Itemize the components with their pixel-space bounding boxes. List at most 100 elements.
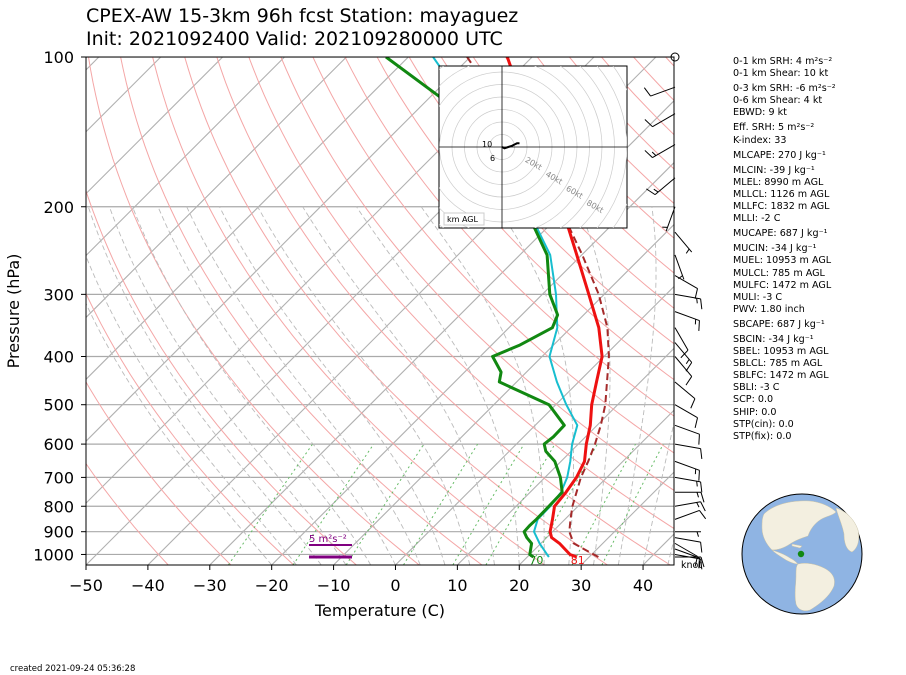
chart-title: CPEX-AW 15-3km 96h fcst Station: mayague…: [86, 5, 519, 27]
barb-shaft: [674, 424, 700, 435]
moist-adiabat: [108, 206, 347, 565]
barb-shaft: [674, 342, 693, 363]
calm-wind-circle: [670, 52, 680, 62]
isotherm-line: [271, 161, 674, 565]
dry-adiabat: [120, 57, 483, 565]
barb-shaft: [674, 509, 700, 520]
param-line: SBCAPE: 687 J kg⁻¹: [733, 318, 825, 330]
barb-flag-full: [644, 150, 653, 158]
mixing-ratio-line: [601, 443, 664, 565]
param-line: STP(cin): 0.0: [733, 418, 794, 430]
hodograph-trace: [501, 142, 520, 150]
x-tick-label: −30: [193, 576, 227, 595]
barb-shaft: [652, 113, 676, 128]
moist-adiabat: [86, 302, 273, 565]
moist-adiabat: [617, 206, 657, 565]
skewt-grid: [86, 57, 674, 565]
param-line: SHIP: 0.0: [733, 406, 777, 418]
wind-barb: [674, 548, 700, 569]
param-line: MUEL: 10953 m AGL: [733, 255, 832, 267]
param-line: MULI: -3 C: [733, 291, 783, 303]
barb-shaft: [674, 254, 685, 280]
barb-flag-half: [653, 188, 659, 193]
barb-shaft: [674, 293, 701, 300]
barb-flag-full: [694, 556, 699, 567]
dry-adiabat: [86, 189, 357, 565]
isotherm-line: [86, 57, 162, 133]
dry-adiabat: [86, 381, 232, 565]
moist-adiabat: [302, 206, 495, 565]
barb-shaft: [674, 404, 698, 419]
srh-bar-label: 5 m²s⁻²: [309, 534, 347, 545]
x-tick-label: −40: [131, 576, 165, 595]
barb-flag-half: [696, 298, 698, 304]
barb-shaft: [674, 311, 700, 322]
barb-flag-full: [700, 481, 703, 493]
station-marker: [797, 550, 805, 558]
isotherm-line: [395, 285, 674, 565]
barb-shaft: [674, 476, 701, 483]
param-line: MLCIN: -39 J kg⁻¹: [733, 164, 815, 176]
param-line: EBWD: 9 kt: [733, 107, 787, 119]
moist-adiabat: [86, 255, 297, 565]
barb-flag-full: [700, 501, 706, 512]
x-tick-label: −20: [255, 576, 289, 595]
dry-adiabat: [376, 57, 674, 381]
wind-barbs: [643, 52, 707, 570]
wind-barb: [675, 531, 701, 537]
param-line: 0-1 km SRH: 4 m²s⁻²: [733, 56, 833, 67]
temperature-profile: [505, 57, 604, 559]
wind-barb: [674, 537, 703, 553]
y-tick-label: 700: [43, 468, 74, 487]
x-tick-label: 30: [571, 576, 591, 595]
barb-shaft: [674, 356, 693, 377]
wind-barb: [674, 342, 693, 372]
surface-dewpoint-label: 70: [529, 554, 543, 567]
barb-shaft: [650, 86, 676, 97]
wind-barb: [674, 443, 703, 460]
barb-shaft: [674, 231, 693, 253]
wind-barb: [674, 501, 706, 512]
y-tick-label: 300: [43, 285, 74, 304]
dry-adiabat: [569, 57, 674, 170]
moist-adiabat: [132, 206, 372, 565]
dry-adiabat: [248, 57, 674, 530]
land-north-america: [761, 500, 837, 551]
barb-flag-full: [694, 417, 699, 428]
barb-shaft: [674, 542, 698, 557]
wind-barb: [674, 311, 700, 331]
barb-flag-half: [696, 502, 700, 508]
param-line: PWV: 1.80 inch: [733, 303, 805, 315]
isotherm-line: [86, 57, 224, 195]
x-tick-label: 0: [390, 576, 400, 595]
land-caribbean: [791, 543, 803, 549]
barb-shaft: [654, 177, 676, 195]
param-line: MUCAPE: 687 J kg⁻¹: [733, 228, 828, 240]
mixing-ratio-line: [403, 443, 479, 565]
param-line: SCP: 0.0: [733, 394, 774, 406]
barb-flag-full: [646, 188, 656, 196]
barb-shaft: [674, 460, 700, 471]
barb-flag-half: [685, 248, 690, 254]
dry-adiabat: [184, 57, 608, 565]
barb-flag-full: [700, 558, 703, 570]
moist-adiabat: [87, 206, 322, 565]
isotherm-line: [86, 57, 285, 257]
wind-barb: [674, 254, 685, 280]
skewt-annotations: 81 70 5 m²s⁻²: [309, 534, 585, 567]
wind-barb: [674, 460, 700, 481]
barb-flag-half: [651, 151, 657, 156]
wind-barb: [662, 206, 676, 232]
barb-shaft: [674, 548, 700, 559]
barb-flag-half: [678, 275, 683, 280]
moist-adiabat: [157, 206, 396, 565]
barb-flag-full: [644, 119, 653, 128]
skewt-axes: −50 −40 −30 −20 −10 0 10 20 30 40 100 200 300 400 500 6…: [4, 48, 653, 620]
hodograph-height-label: 6: [490, 154, 495, 163]
wind-barb: [674, 381, 696, 409]
barb-unit-label: knot: [681, 560, 703, 571]
x-tick-label: 20: [509, 576, 529, 595]
x-tick-label: 10: [447, 576, 467, 595]
barb-flag-half: [696, 492, 699, 498]
